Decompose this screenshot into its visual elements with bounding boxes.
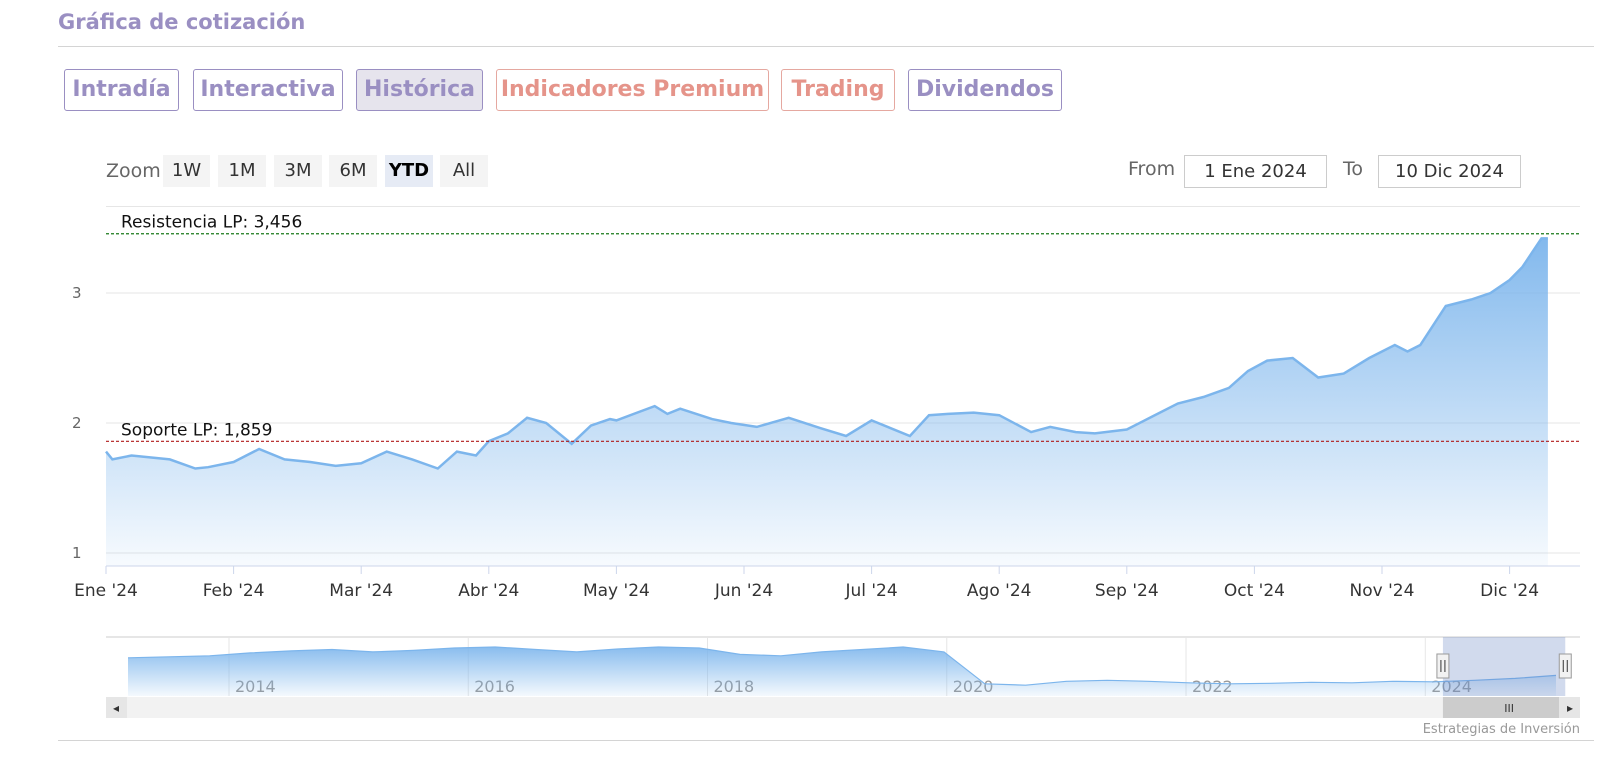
- scrollbar-thumb[interactable]: [1442, 697, 1576, 718]
- zoom-all-button[interactable]: All: [440, 155, 488, 187]
- tab-dividendos[interactable]: Dividendos: [908, 69, 1062, 111]
- chevron-right-icon: ▸: [1567, 701, 1573, 715]
- zoom-1m-button[interactable]: 1M: [218, 155, 266, 187]
- bottom-divider: [58, 740, 1594, 741]
- x-tick-label: Dic '24: [1480, 581, 1539, 601]
- y-tick-label: 3: [72, 284, 82, 302]
- x-tick-label: Ago '24: [967, 581, 1032, 601]
- range-from-label: From: [1128, 158, 1176, 180]
- x-tick-label: Nov '24: [1350, 581, 1415, 601]
- tab-trading[interactable]: Trading: [781, 69, 895, 111]
- zoom-ytd-button[interactable]: YTD: [385, 155, 433, 187]
- navigator-selection[interactable]: [1442, 637, 1566, 696]
- x-tick-label: Sep '24: [1095, 581, 1159, 601]
- x-tick-label: May '24: [583, 581, 650, 601]
- y-tick-label: 2: [72, 414, 82, 432]
- x-tick-label: Abr '24: [458, 581, 519, 601]
- chart-credits[interactable]: Estrategias de Inversión: [1423, 722, 1580, 737]
- chart-header-divider: [106, 206, 1580, 207]
- range-from-input[interactable]: 1 Ene 2024: [1184, 155, 1327, 188]
- zoom-3m-button[interactable]: 3M: [274, 155, 322, 187]
- y-tick-label: 1: [72, 544, 82, 562]
- scrollbar-grip: III: [1504, 702, 1514, 715]
- navigator-right-handle[interactable]: [1558, 653, 1572, 679]
- x-tick-label: Jun '24: [714, 581, 773, 601]
- page-title: Gráfica de cotización: [58, 10, 306, 34]
- title-divider: [58, 46, 1594, 47]
- tab-intradia[interactable]: Intradía: [64, 69, 179, 111]
- zoom-label: Zoom: [106, 160, 161, 182]
- x-tick-label: Feb '24: [203, 581, 265, 601]
- tab-interactiva[interactable]: Interactiva: [193, 69, 343, 111]
- zoom-6m-button[interactable]: 6M: [329, 155, 377, 187]
- range-to-label: To: [1343, 158, 1364, 180]
- scrollbar-left-button[interactable]: [106, 697, 127, 718]
- series-line: [105, 237, 1548, 470]
- navigator-left-handle[interactable]: [1436, 653, 1450, 679]
- range-to-input[interactable]: 10 Dic 2024: [1378, 155, 1521, 188]
- series-area: [106, 238, 1548, 566]
- support-label: Soporte LP: 1,859: [121, 420, 272, 440]
- resistance-label: Resistencia LP: 3,456: [121, 213, 302, 233]
- x-tick-label: Oct '24: [1224, 581, 1285, 601]
- x-tick-label: Ene '24: [74, 581, 138, 601]
- tab-historica[interactable]: Histórica: [356, 69, 483, 111]
- scrollbar-track[interactable]: [106, 697, 1580, 718]
- x-tick-label: Mar '24: [329, 581, 393, 601]
- navigator-area: [128, 647, 1556, 696]
- zoom-1w-button[interactable]: 1W: [163, 155, 210, 187]
- navigator-line: [127, 646, 1557, 686]
- x-tick-label: Jul '24: [844, 581, 897, 601]
- scrollbar-right-button[interactable]: [1559, 697, 1580, 718]
- chevron-left-icon: ◂: [113, 701, 119, 715]
- tab-indicadores-premium[interactable]: Indicadores Premium: [496, 69, 769, 111]
